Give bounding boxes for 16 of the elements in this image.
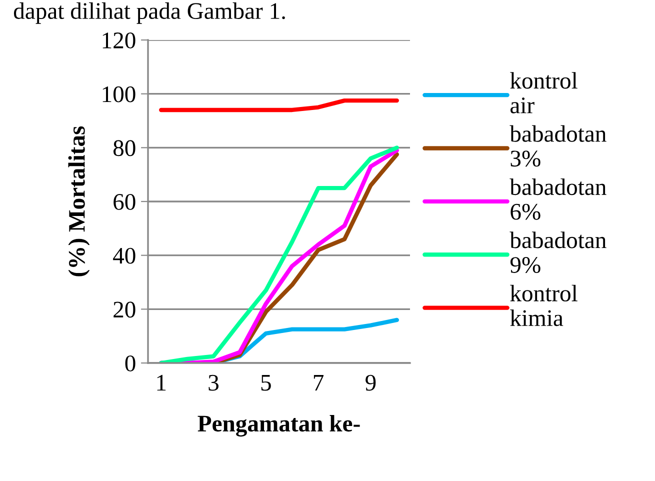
x-tick-label: 3: [208, 374, 218, 391]
y-tick-label: 0: [125, 355, 136, 372]
legend-label: kontrol kimia: [510, 284, 578, 326]
y-tick-label: 80: [113, 140, 136, 156]
y-tick-label: 60: [114, 194, 136, 210]
x-tick-label: 9: [366, 374, 376, 391]
x-tick-label: 5: [261, 375, 271, 391]
y-tick-label: 120: [102, 32, 136, 48]
y-axis-title: (%) Mortalitas: [68, 126, 90, 276]
y-tick-label: 40: [113, 248, 136, 264]
y-tick-label: 20: [114, 302, 136, 318]
text: dapat dilihat pada Gambar 1.: [14, 2, 285, 24]
x-tick-label: 1: [157, 374, 166, 390]
y-tick-label: 100: [102, 86, 136, 102]
x-axis-title: Pengamatan ke-: [198, 414, 360, 437]
x-tick-label: 7: [314, 375, 324, 390]
